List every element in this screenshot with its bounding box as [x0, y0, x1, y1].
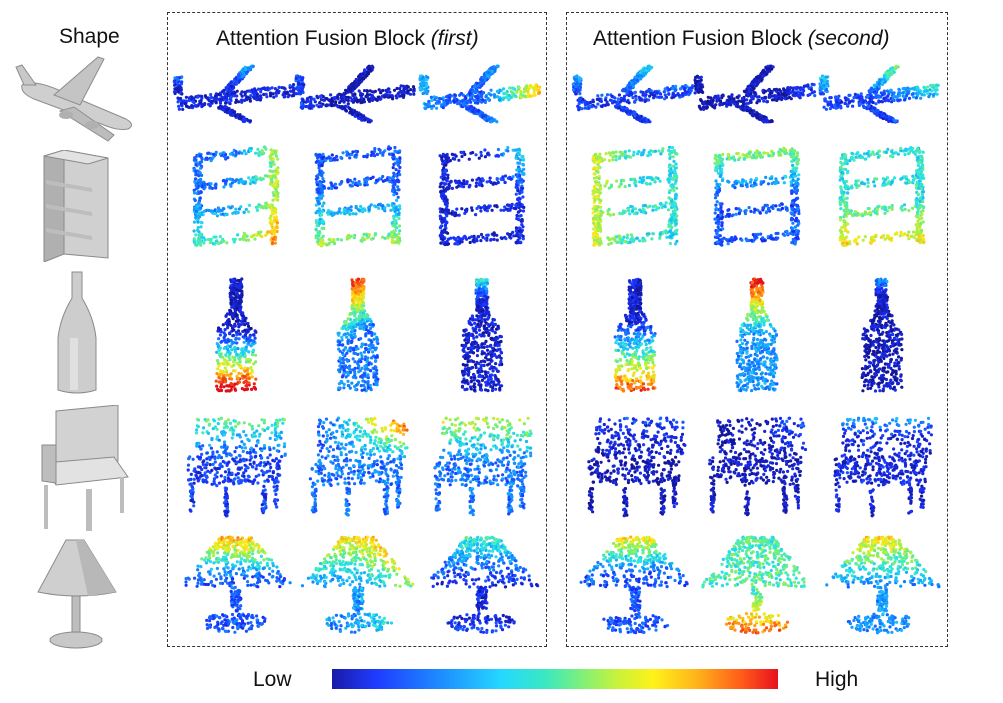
bottle-attention-cloud-first-3	[460, 277, 504, 393]
bookshelf-attention-cloud-first-3	[438, 146, 526, 247]
airplane-shape	[15, 56, 132, 142]
airplane-attention-cloud-first-2	[294, 64, 416, 124]
airplane-attention-cloud-second-1	[571, 64, 695, 124]
bookshelf-attention-cloud-first-2	[314, 145, 402, 248]
bottle-attention-cloud-second-2	[735, 277, 779, 393]
bookshelf-attention-cloud-second-2	[713, 146, 801, 247]
bottle-attention-cloud-first-1	[214, 277, 258, 393]
second-block-header: Attention Fusion Block (second)	[593, 27, 890, 51]
lamp-shape	[37, 539, 117, 649]
lamp-attention-cloud-second-2	[701, 535, 806, 635]
lamp-attention-cloud-first-2	[300, 535, 415, 634]
bottle-shape	[57, 271, 97, 394]
bottle-attention-cloud-second-3	[860, 277, 904, 393]
first-block-header: Attention Fusion Block (first)	[216, 27, 479, 51]
bookshelf-attention-cloud-second-1	[591, 145, 679, 247]
first-block-panel	[167, 12, 547, 647]
airplane-attention-cloud-second-3	[818, 64, 940, 124]
chair-attention-cloud-first-1	[186, 416, 287, 518]
legend-low-label: Low	[253, 668, 292, 691]
airplane-attention-cloud-second-2	[693, 64, 817, 124]
bookshelf-shape	[43, 150, 109, 262]
chair-attention-cloud-second-2	[708, 416, 808, 517]
chair-shape	[41, 405, 129, 531]
bottle-attention-cloud-first-2	[336, 277, 380, 393]
lamp-attention-cloud-first-3	[430, 535, 540, 634]
chair-attention-cloud-second-3	[833, 416, 933, 518]
chair-attention-cloud-second-1	[587, 416, 687, 518]
first-block-subtitle: (first)	[430, 27, 479, 50]
bookshelf-attention-cloud-first-1	[192, 145, 280, 247]
lamp-attention-cloud-second-1	[579, 535, 689, 635]
chair-attention-cloud-first-2	[308, 416, 409, 517]
colormap-bar	[332, 669, 778, 689]
first-block-title: Attention Fusion Block	[216, 27, 425, 50]
second-block-title: Attention Fusion Block	[593, 27, 802, 50]
lamp-attention-cloud-first-1	[184, 535, 292, 634]
lamp-attention-cloud-second-3	[825, 535, 941, 635]
bookshelf-attention-cloud-second-3	[838, 146, 926, 248]
legend-high-label: High	[815, 668, 859, 691]
bottle-attention-cloud-second-1	[613, 277, 657, 393]
airplane-attention-cloud-first-1	[172, 64, 296, 124]
second-block-subtitle: (second)	[807, 27, 890, 50]
airplane-attention-cloud-first-3	[418, 64, 542, 124]
second-block-panel	[566, 12, 948, 647]
shape-column-header: Shape	[59, 25, 120, 48]
chair-attention-cloud-first-3	[433, 416, 533, 517]
